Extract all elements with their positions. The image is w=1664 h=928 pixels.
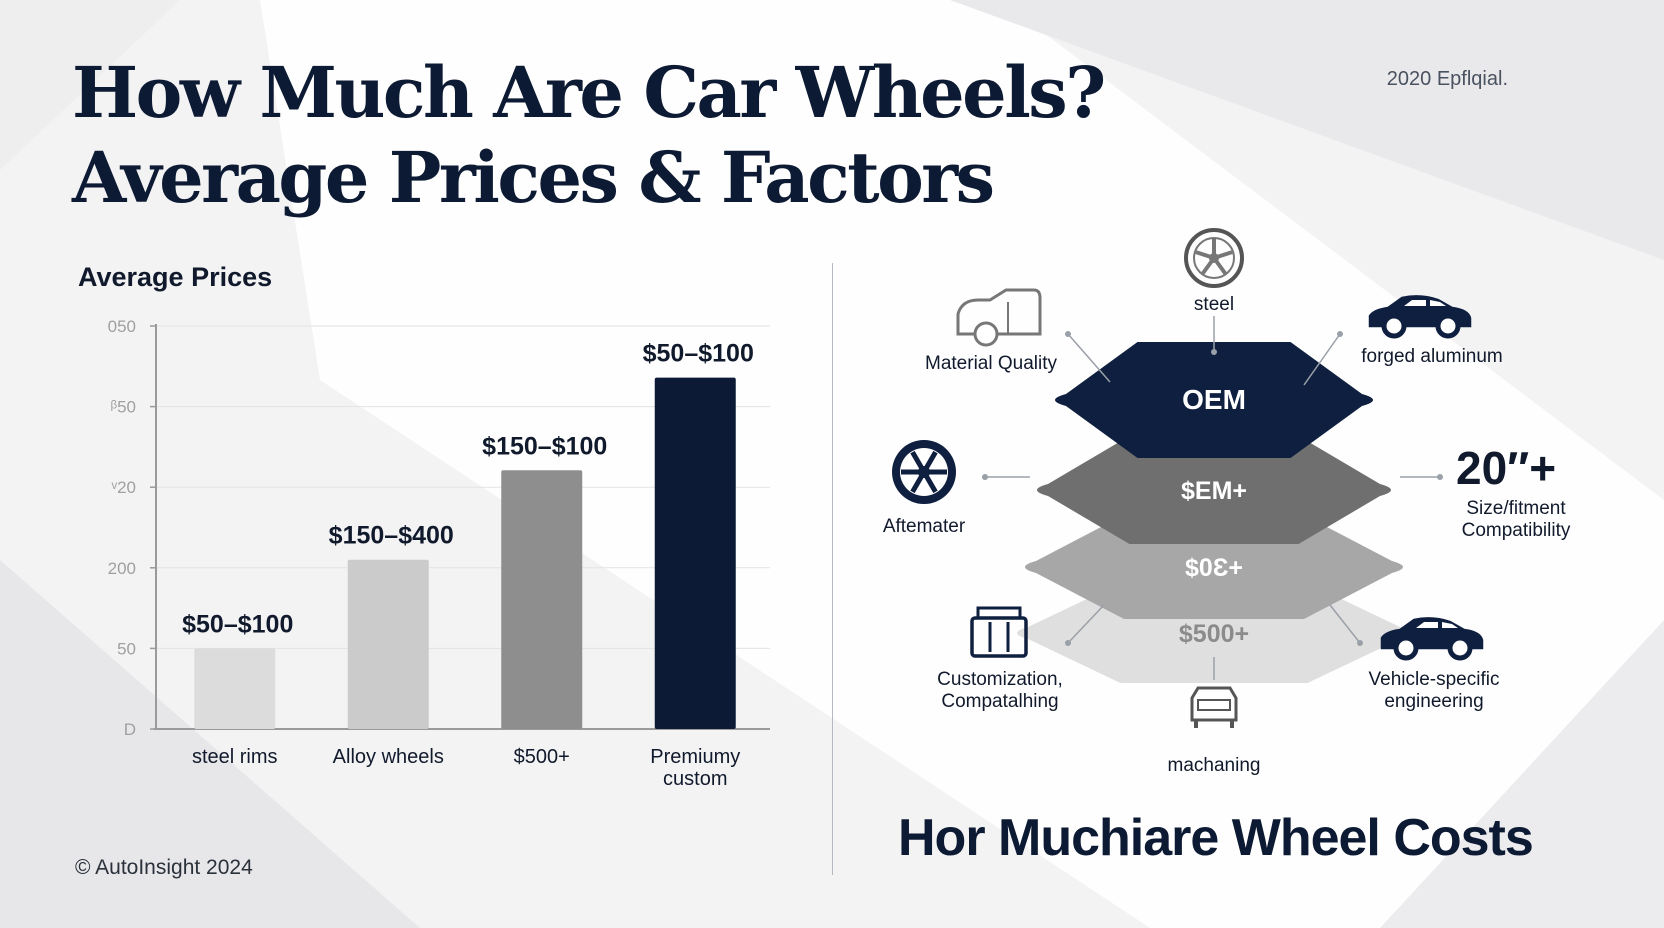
category-label: Alloy wheels	[333, 746, 444, 768]
sedan-icon	[1380, 617, 1484, 661]
y-tick-label: 50	[117, 639, 136, 658]
connector-line	[1303, 333, 1341, 386]
car-outline-icon	[956, 288, 1042, 347]
title-line-1: How Much Are Car Wheels?	[72, 51, 1106, 134]
sedan-icon	[1368, 295, 1472, 339]
price-tier-label: OEM	[1182, 384, 1246, 415]
section-title: Hor Muchiare Wheel Costs	[898, 809, 1534, 867]
factor-label: steel	[1194, 294, 1234, 315]
connector-dot	[1065, 640, 1071, 646]
y-tick-label: 050	[108, 317, 136, 336]
price-tier-label: $500+	[1179, 620, 1249, 648]
connector-dot	[1437, 474, 1443, 480]
y-tick-label: 200	[108, 559, 136, 578]
connector-line	[1329, 604, 1361, 644]
wheel-icon	[892, 440, 956, 504]
size-value: 20″+	[1456, 442, 1556, 494]
factor-label: Aftemater	[883, 516, 966, 537]
top-note: 2020 Epflqial.	[1386, 68, 1508, 90]
factor-label: Material Quality	[925, 353, 1057, 374]
price-tier-label: $EM+	[1181, 477, 1247, 505]
connector-dot	[1357, 640, 1363, 646]
factor-label: Customization, Compatalhing	[937, 669, 1063, 712]
factor-label: machaning	[1168, 755, 1261, 776]
factor-label: Size/fitment Compatibility	[1462, 498, 1571, 541]
car-front-icon	[1190, 686, 1238, 728]
bar	[654, 377, 736, 729]
connector-line	[1067, 333, 1111, 383]
y-tick-label: ᵛ20	[111, 478, 136, 497]
section-divider	[832, 263, 833, 875]
alloy-wheel-icon	[1184, 228, 1244, 288]
data-label: $50–$100	[182, 610, 293, 638]
bar	[347, 559, 429, 729]
y-tick-label: ᵝ50	[111, 398, 136, 417]
copyright: © AutoInsight 2024	[75, 856, 253, 879]
factor-label: Vehicle-specific engineering	[1369, 669, 1500, 712]
bar	[194, 648, 276, 729]
title-line-2: Average Prices & Factors	[72, 136, 995, 219]
data-label: $150–$400	[329, 522, 454, 550]
data-label: $50–$100	[643, 340, 754, 368]
connector-dot	[1211, 349, 1217, 355]
price-tier-layer	[1055, 342, 1373, 458]
price-tier-layer	[1037, 436, 1391, 544]
category-label: $500+	[514, 746, 570, 768]
price-tier-label: $0Ɛ+	[1185, 554, 1243, 582]
factor-label: forged aluminum	[1361, 346, 1503, 367]
y-tick-label: D	[124, 720, 136, 739]
connector-dot	[1337, 331, 1343, 337]
category-label: steel rims	[192, 746, 278, 768]
price-bar-chart: D 50 200 ᵛ20 ᵝ50 050 $50–$100 steel rims $150–$4…	[108, 317, 770, 790]
connector-line	[1067, 604, 1105, 644]
connector-dot	[1065, 331, 1071, 337]
data-label: $150–$100	[482, 432, 607, 460]
page-title: How Much Are Car Wheels? Average Prices …	[72, 50, 1106, 220]
category-label: Premiumy custom	[650, 746, 740, 790]
bar	[501, 470, 583, 729]
chart-heading: Average Prices	[78, 262, 273, 292]
toolbox-icon	[970, 606, 1028, 658]
connector-dot	[982, 474, 988, 480]
price-tier-layer	[1025, 515, 1403, 619]
